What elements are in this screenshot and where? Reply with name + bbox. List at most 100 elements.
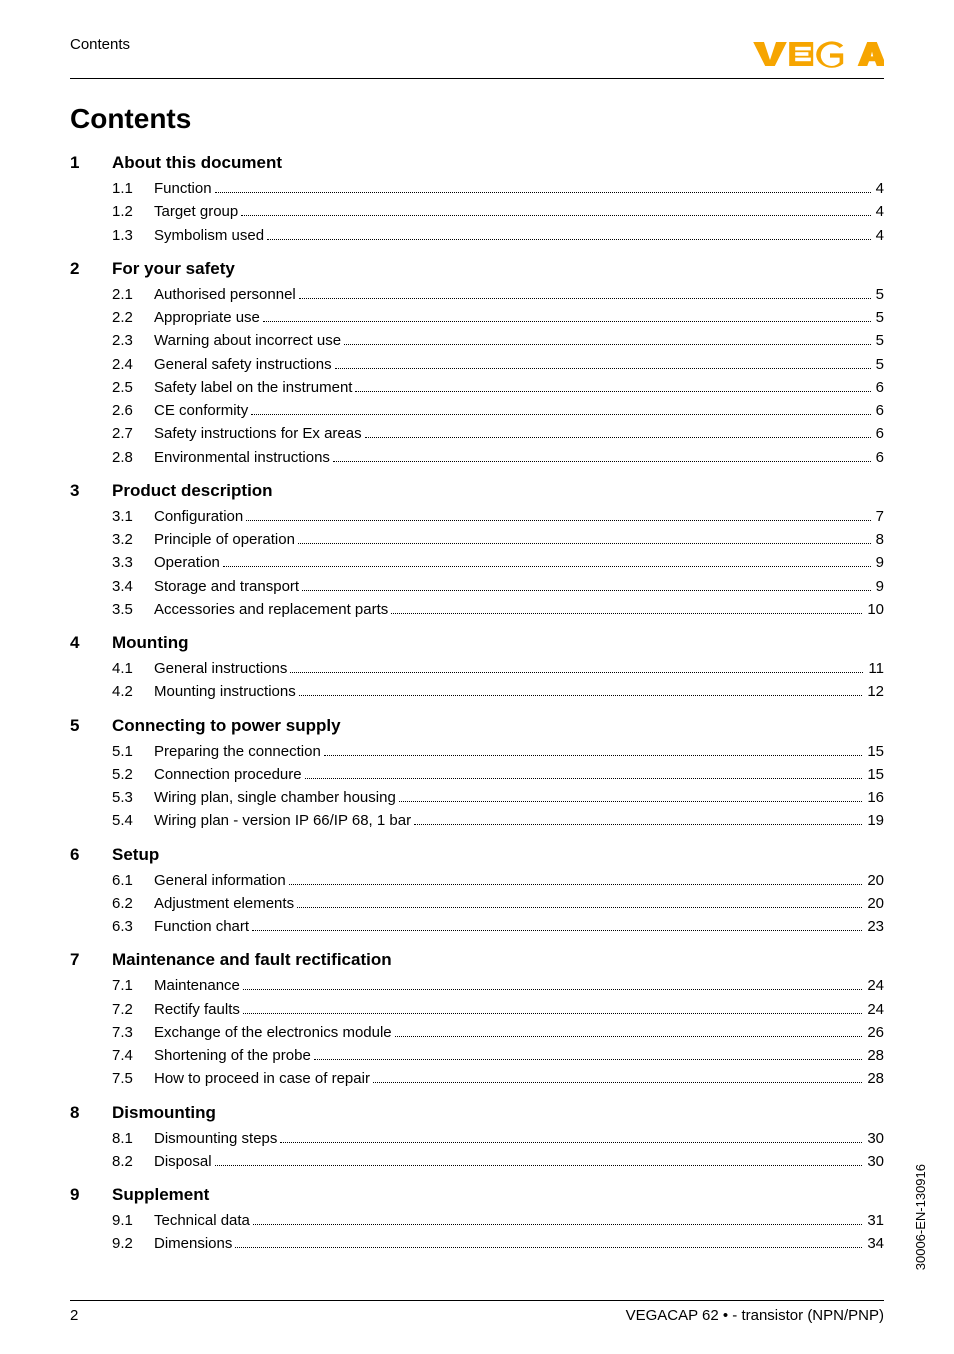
toc-section: 1About this document1.1Function41.2Targe… <box>70 153 884 247</box>
toc-entry-page: 31 <box>865 1209 884 1232</box>
toc-entry-number: 6.2 <box>112 892 154 915</box>
toc-entry: 3.5Accessories and replacement parts10 <box>70 598 884 621</box>
toc-entry: 5.3Wiring plan, single chamber housing16 <box>70 786 884 809</box>
toc-entry: 1.3Symbolism used4 <box>70 224 884 247</box>
toc-entry-label: Connection procedure <box>154 763 302 786</box>
toc-entry-number: 3.1 <box>112 505 154 528</box>
toc-section-title: Maintenance and fault rectification <box>112 950 884 970</box>
toc-entry-number: 7.2 <box>112 998 154 1021</box>
toc-entry-page: 30 <box>865 1127 884 1150</box>
toc-section-title: For your safety <box>112 259 884 279</box>
toc-entry: 2.2Appropriate use5 <box>70 306 884 329</box>
toc-entry-label: Warning about incorrect use <box>154 329 341 352</box>
toc-section-head: 6Setup <box>70 845 884 865</box>
toc-entry-label: Environmental instructions <box>154 446 330 469</box>
toc-section: 3Product description 3.1Configuration73.2… <box>70 481 884 621</box>
toc-leader-dots <box>314 1059 863 1060</box>
toc-entry-label: Storage and transport <box>154 575 299 598</box>
toc-entry-label: Adjustment elements <box>154 892 294 915</box>
toc-entry-page: 19 <box>865 809 884 832</box>
toc-entry-page: 11 <box>866 657 884 680</box>
toc-entry-number: 5.3 <box>112 786 154 809</box>
toc-entry-page: 20 <box>865 892 884 915</box>
toc-entry: 2.7Safety instructions for Ex areas6 <box>70 422 884 445</box>
toc-entry: 5.1Preparing the connection15 <box>70 740 884 763</box>
toc-section: 7Maintenance and fault rectification7.1M… <box>70 950 884 1090</box>
toc-section-title: Setup <box>112 845 884 865</box>
toc-leader-dots <box>243 1013 862 1014</box>
toc-entry-page: 9 <box>874 551 884 574</box>
toc-leader-dots <box>235 1247 862 1248</box>
toc-entry-label: Technical data <box>154 1209 250 1232</box>
toc-entry-page: 34 <box>865 1232 884 1255</box>
toc-entry-label: General safety instructions <box>154 353 332 376</box>
toc-entry-label: Principle of operation <box>154 528 295 551</box>
toc-entry: 7.5How to proceed in case of repair28 <box>70 1067 884 1090</box>
toc-entry-label: Shortening of the probe <box>154 1044 311 1067</box>
toc-entry-page: 6 <box>874 399 884 422</box>
toc-section-head: 7Maintenance and fault rectification <box>70 950 884 970</box>
toc-section: 6Setup 6.1General information206.2Adjustm… <box>70 845 884 939</box>
toc-entry-page: 5 <box>874 329 884 352</box>
toc-leader-dots <box>302 590 871 591</box>
toc-section: 5Connecting to power supply5.1Preparing … <box>70 716 884 833</box>
toc-leader-dots <box>333 461 871 462</box>
toc-entry-number: 2.2 <box>112 306 154 329</box>
toc-entry-page: 4 <box>874 224 884 247</box>
toc-leader-dots <box>246 520 870 521</box>
toc-section: 2For your safety2.1Authorised personnel5… <box>70 259 884 469</box>
toc-entry-label: Maintenance <box>154 974 240 997</box>
toc-leader-dots <box>335 368 871 369</box>
toc-entry: 6.1General information20 <box>70 869 884 892</box>
toc-entry-number: 2.3 <box>112 329 154 352</box>
toc-entry-number: 2.5 <box>112 376 154 399</box>
toc-entry-label: Dismounting steps <box>154 1127 277 1150</box>
toc-entry-page: 16 <box>865 786 884 809</box>
toc-section-head: 2For your safety <box>70 259 884 279</box>
toc-entry-label: Function chart <box>154 915 249 938</box>
toc-entry-page: 6 <box>874 422 884 445</box>
toc-entry-number: 1.2 <box>112 200 154 223</box>
toc-entry: 2.3Warning about incorrect use 5 <box>70 329 884 352</box>
side-document-code: 30006-EN-130916 <box>913 1164 928 1270</box>
toc-leader-dots <box>263 321 871 322</box>
toc-section-title: Dismounting <box>112 1103 884 1123</box>
toc-leader-dots <box>253 1224 862 1225</box>
toc-entry-page: 7 <box>874 505 884 528</box>
toc-entry: 6.3Function chart23 <box>70 915 884 938</box>
toc-entry-page: 5 <box>874 283 884 306</box>
toc-entry-page: 8 <box>874 528 884 551</box>
toc-leader-dots <box>355 391 870 392</box>
toc-section-head: 3Product description <box>70 481 884 501</box>
toc-leader-dots <box>395 1036 863 1037</box>
toc-entry: 5.2Connection procedure15 <box>70 763 884 786</box>
toc-entry-label: Function <box>154 177 212 200</box>
toc-entry: 3.1Configuration7 <box>70 505 884 528</box>
toc-entry: 3.3Operation9 <box>70 551 884 574</box>
toc-entry-page: 6 <box>874 376 884 399</box>
toc-entry-number: 2.8 <box>112 446 154 469</box>
toc-leader-dots <box>299 695 863 696</box>
toc-entry: 8.1Dismounting steps 30 <box>70 1127 884 1150</box>
toc-entry-number: 8.1 <box>112 1127 154 1150</box>
toc-entry-number: 8.2 <box>112 1150 154 1173</box>
toc-leader-dots <box>243 989 862 990</box>
toc-section-number: 1 <box>70 153 112 173</box>
toc-entry-number: 2.7 <box>112 422 154 445</box>
toc-section-number: 7 <box>70 950 112 970</box>
toc-entry: 4.1General instructions11 <box>70 657 884 680</box>
toc-entry-label: CE conformity <box>154 399 248 422</box>
toc-entry-page: 15 <box>865 740 884 763</box>
toc-entry-number: 9.1 <box>112 1209 154 1232</box>
toc-leader-dots <box>280 1142 862 1143</box>
toc-entry-number: 3.5 <box>112 598 154 621</box>
toc-entry: 2.5Safety label on the instrument6 <box>70 376 884 399</box>
header-section-label: Contents <box>70 36 130 53</box>
toc-entry: 9.2Dimensions34 <box>70 1232 884 1255</box>
toc-section-head: 4Mounting <box>70 633 884 653</box>
toc-section-number: 2 <box>70 259 112 279</box>
toc-entry-page: 28 <box>865 1067 884 1090</box>
toc-entry: 2.4General safety instructions5 <box>70 353 884 376</box>
toc-entry-number: 3.2 <box>112 528 154 551</box>
toc-entry-label: Authorised personnel <box>154 283 296 306</box>
